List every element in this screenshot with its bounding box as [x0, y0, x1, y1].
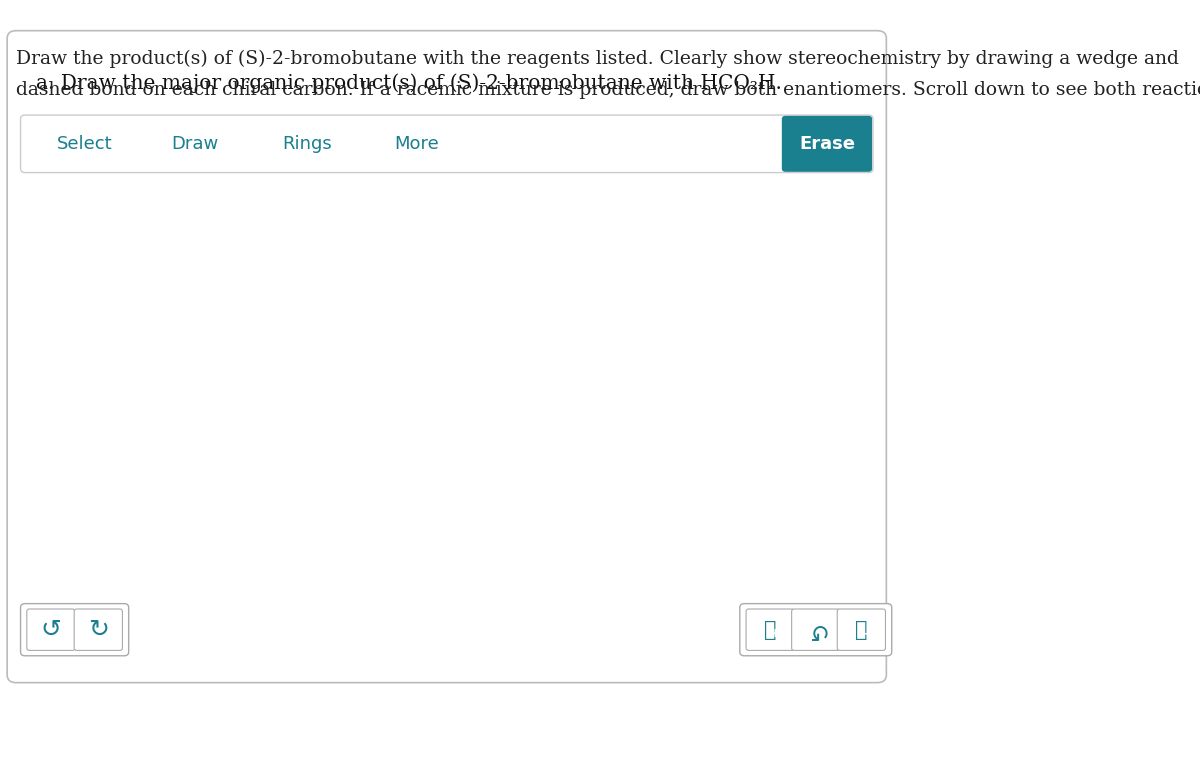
Text: More: More	[394, 135, 439, 153]
Text: +: +	[769, 627, 780, 640]
Text: 🔍: 🔍	[856, 620, 868, 640]
Text: ↺: ↺	[41, 617, 61, 642]
FancyBboxPatch shape	[782, 116, 872, 172]
FancyBboxPatch shape	[74, 609, 122, 650]
Text: ↺: ↺	[806, 617, 826, 642]
FancyBboxPatch shape	[746, 609, 794, 650]
Text: Select: Select	[58, 135, 113, 153]
Text: Rings: Rings	[282, 135, 332, 153]
Text: Erase: Erase	[799, 135, 854, 153]
Text: Draw: Draw	[172, 135, 218, 153]
FancyBboxPatch shape	[740, 604, 892, 656]
FancyBboxPatch shape	[20, 115, 872, 173]
FancyBboxPatch shape	[20, 604, 128, 656]
Text: dashed bond on each chiral carbon. If a racemic mixture is produced, draw both e: dashed bond on each chiral carbon. If a …	[16, 81, 1200, 98]
Text: ↻: ↻	[88, 617, 109, 642]
Text: 🔍: 🔍	[764, 620, 776, 640]
FancyBboxPatch shape	[7, 31, 887, 683]
FancyBboxPatch shape	[838, 609, 886, 650]
Text: Draw the product(s) of (S)-2-bromobutane with the reagents listed. Clearly show : Draw the product(s) of (S)-2-bromobutane…	[16, 50, 1178, 68]
Text: a. Draw the major organic product(s) of (S)-2-bromobutane with HCO₂H.: a. Draw the major organic product(s) of …	[36, 73, 781, 93]
FancyBboxPatch shape	[26, 609, 76, 650]
FancyBboxPatch shape	[792, 609, 840, 650]
Text: −: −	[860, 627, 871, 640]
